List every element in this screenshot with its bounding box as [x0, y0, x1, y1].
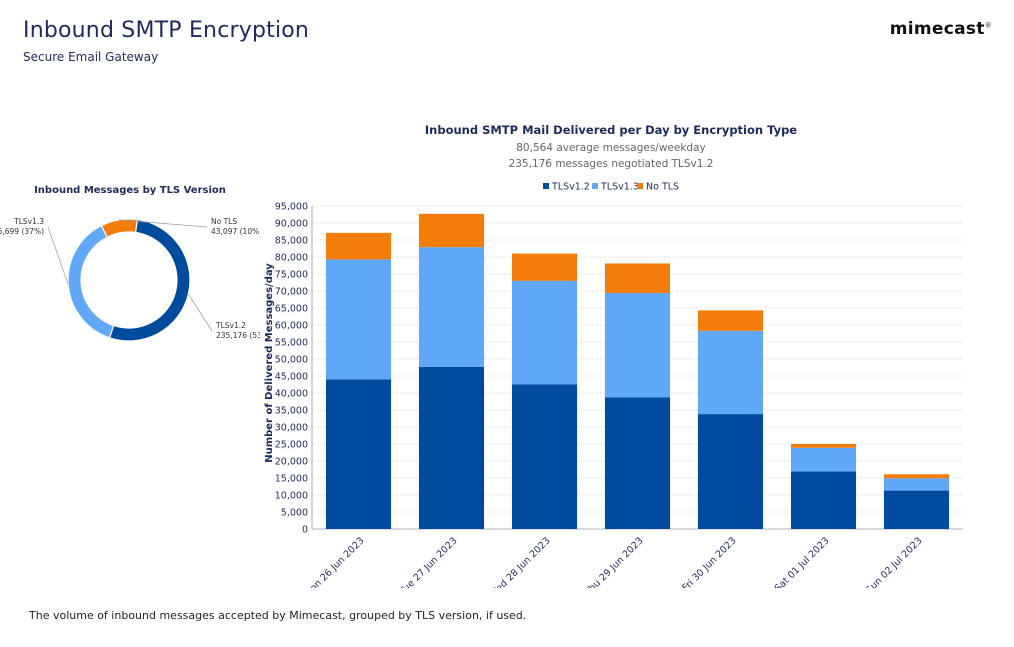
y-tick-label: 95,000: [275, 202, 308, 213]
x-tick-label-sun-02-jul-2023: Sun 02 Jul 2023: [864, 535, 925, 588]
y-tick-label: 30,000: [275, 423, 308, 434]
footnote: The volume of inbound messages accepted …: [29, 609, 527, 622]
bar-no-tls-wed-28-jun-2023[interactable]: [511, 253, 578, 281]
donut-value-tlsv1-3: 165,699 (37%): [0, 227, 44, 236]
bar-tlsv1-2-thu-29-jun-2023[interactable]: [604, 397, 671, 529]
donut-leader-tlsv1-2: [188, 293, 213, 332]
bar-chart-title: Inbound SMTP Mail Delivered per Day by E…: [425, 123, 797, 137]
y-tick-label: 75,000: [275, 270, 308, 281]
bar-no-tls-mon-26-jun-2023[interactable]: [325, 232, 392, 260]
donut-value-no-tls: 43,097 (10%): [211, 227, 260, 236]
bar-tlsv1-2-sat-01-jul-2023[interactable]: [790, 471, 857, 529]
y-tick-label: 20,000: [275, 457, 308, 468]
y-tick-label: 80,000: [275, 253, 308, 264]
y-tick-label: 25,000: [275, 440, 308, 451]
bar-chart-subtitle-1: 80,564 average messages/weekday: [516, 142, 706, 154]
y-tick-label: 0: [302, 525, 308, 536]
x-tick-label-fri-30-jun-2023: Fri 30 Jun 2023: [680, 535, 738, 588]
y-tick-label: 90,000: [275, 219, 308, 230]
donut-chart: Inbound Messages by TLS Version TLSv1.22…: [0, 185, 260, 342]
bar-tlsv1-3-thu-29-jun-2023[interactable]: [604, 293, 671, 398]
x-tick-label-thu-29-jun-2023: Thu 29 Jun 2023: [582, 535, 646, 588]
legend-swatch-no-tls[interactable]: [637, 183, 643, 189]
x-tick-label-sat-01-jul-2023: Sat 01 Jul 2023: [773, 535, 832, 588]
y-tick-label: 70,000: [275, 287, 308, 298]
y-tick-label: 5,000: [281, 508, 308, 519]
donut-value-tlsv1-2: 235,176 (53%): [216, 331, 260, 340]
bar-tlsv1-2-mon-26-jun-2023[interactable]: [325, 379, 392, 529]
y-tick-label: 60,000: [275, 321, 308, 332]
x-tick-label-wed-28-jun-2023: Wed 28 Jun 2023: [488, 535, 553, 588]
legend-swatch-tlsv1-2[interactable]: [543, 183, 549, 189]
y-tick-label: 40,000: [275, 389, 308, 400]
donut-title: Inbound Messages by TLS Version: [34, 185, 226, 196]
y-axis-label: Number of Delivered Messages/day: [264, 263, 275, 463]
bar-no-tls-sat-01-jul-2023[interactable]: [790, 444, 857, 448]
y-tick-label: 50,000: [275, 355, 308, 366]
donut-label-tlsv1-3: TLSv1.3: [13, 217, 44, 226]
bar-no-tls-tue-27-jun-2023[interactable]: [418, 213, 485, 248]
bar-tlsv1-3-fri-30-jun-2023[interactable]: [697, 330, 764, 415]
legend-label-tlsv1-2[interactable]: TLSv1.2: [551, 182, 590, 193]
donut-leader-no-tls: [118, 219, 208, 228]
mimecast-logo: mimecast®: [890, 19, 992, 39]
y-tick-label: 65,000: [275, 304, 308, 315]
x-tick-label-mon-26-jun-2023: Mon 26 Jun 2023: [302, 535, 366, 588]
logo-text: mimecast: [889, 19, 985, 39]
bar-tlsv1-3-sat-01-jul-2023[interactable]: [790, 447, 857, 472]
y-tick-label: 10,000: [275, 491, 308, 502]
bar-tlsv1-3-sun-02-jul-2023[interactable]: [883, 478, 950, 491]
page-title: Inbound SMTP Encryption: [23, 18, 310, 43]
legend-label-tlsv1-3[interactable]: TLSv1.3: [600, 182, 639, 193]
donut-slice-tlsv1-3[interactable]: [67, 224, 115, 339]
legend-label-no-tls[interactable]: No TLS: [646, 182, 679, 193]
stacked-bar-chart: Inbound SMTP Mail Delivered per Day by E…: [264, 123, 963, 588]
bar-chart-subtitle-2: 235,176 messages negotiated TLSv1.2: [509, 158, 714, 170]
bar-tlsv1-2-sun-02-jul-2023[interactable]: [883, 490, 950, 529]
y-tick-label: 35,000: [275, 406, 308, 417]
bar-no-tls-sun-02-jul-2023[interactable]: [883, 474, 950, 479]
donut-leader-tlsv1-3: [47, 226, 69, 285]
bar-tlsv1-2-tue-27-jun-2023[interactable]: [418, 366, 485, 529]
donut-label-tlsv1-2: TLSv1.2: [215, 321, 246, 330]
bar-tlsv1-2-fri-30-jun-2023[interactable]: [697, 414, 764, 529]
bar-tlsv1-3-wed-28-jun-2023[interactable]: [511, 280, 578, 385]
donut-label-no-tls: No TLS: [211, 217, 237, 226]
logo-registered-mark: ®: [984, 21, 992, 30]
bar-tlsv1-2-wed-28-jun-2023[interactable]: [511, 384, 578, 530]
bar-tlsv1-3-mon-26-jun-2023[interactable]: [325, 259, 392, 380]
x-tick-label-tue-27-jun-2023: Tue 27 Jun 2023: [397, 535, 460, 588]
page-subtitle: Secure Email Gateway: [23, 50, 159, 64]
y-tick-label: 55,000: [275, 338, 308, 349]
y-tick-label: 85,000: [275, 236, 308, 247]
bar-no-tls-thu-29-jun-2023[interactable]: [604, 263, 671, 294]
y-tick-label: 15,000: [275, 474, 308, 485]
bar-no-tls-fri-30-jun-2023[interactable]: [697, 310, 764, 331]
bar-tlsv1-3-tue-27-jun-2023[interactable]: [418, 247, 485, 367]
y-tick-label: 45,000: [275, 372, 308, 383]
legend-swatch-tlsv1-3[interactable]: [592, 183, 598, 189]
